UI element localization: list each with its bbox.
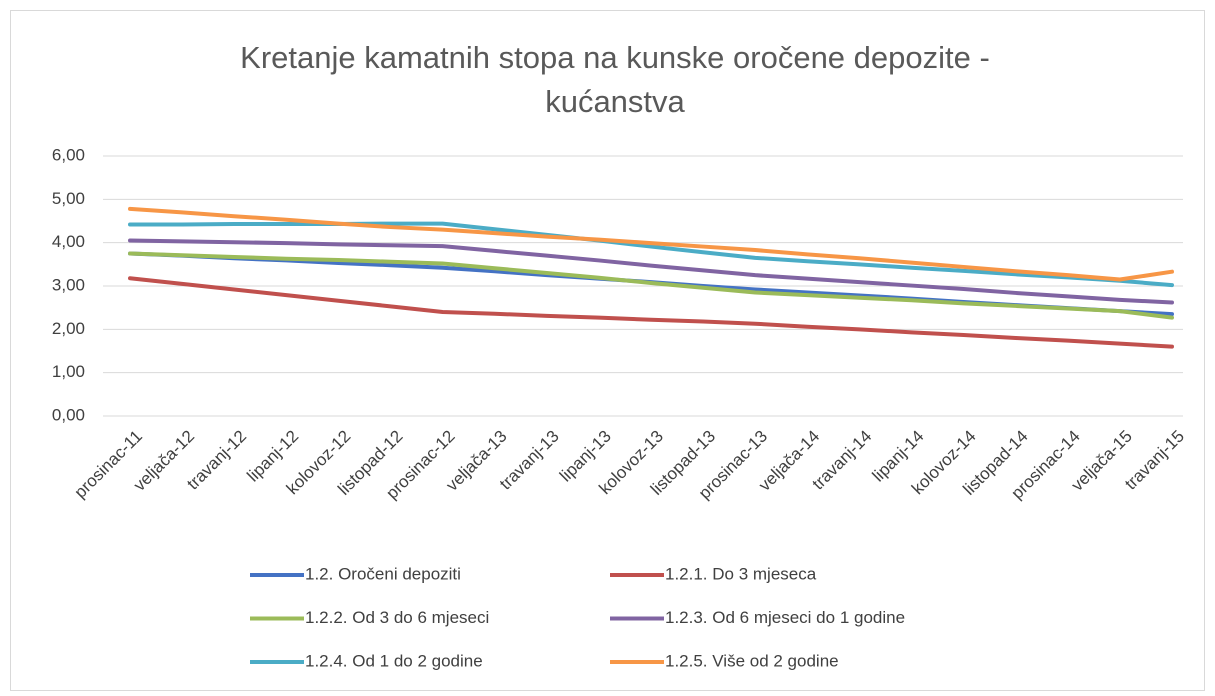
legend-label: 1.2.3. Od 6 mjeseci do 1 godine <box>665 608 905 627</box>
chart-title: Kretanje kamatnih stopa na kunske oročen… <box>240 40 990 75</box>
legend-label: 1.2. Oročeni depoziti <box>305 564 461 583</box>
legend-label: 1.2.5. Više od 2 godine <box>665 651 839 670</box>
series-line <box>128 206 1174 282</box>
series-line <box>128 221 1174 288</box>
series-line <box>128 238 1174 305</box>
y-tick-label: 1,00 <box>52 362 85 381</box>
y-tick-label: 5,00 <box>52 189 85 208</box>
chart-frame <box>10 10 1205 691</box>
y-tick-label: 3,00 <box>52 275 85 294</box>
legend-label: 1.2.1. Do 3 mjeseca <box>665 564 817 583</box>
legend-label: 1.2.4. Od 1 do 2 godine <box>305 651 483 670</box>
y-tick-label: 0,00 <box>52 405 85 424</box>
chart-title: kućanstva <box>545 84 685 119</box>
y-tick-label: 4,00 <box>52 232 85 251</box>
legend-label: 1.2.2. Od 3 do 6 mjeseci <box>305 608 489 627</box>
series-line <box>128 276 1174 349</box>
series-line <box>128 251 1174 320</box>
y-tick-label: 6,00 <box>52 145 85 164</box>
y-tick-label: 2,00 <box>52 319 85 338</box>
